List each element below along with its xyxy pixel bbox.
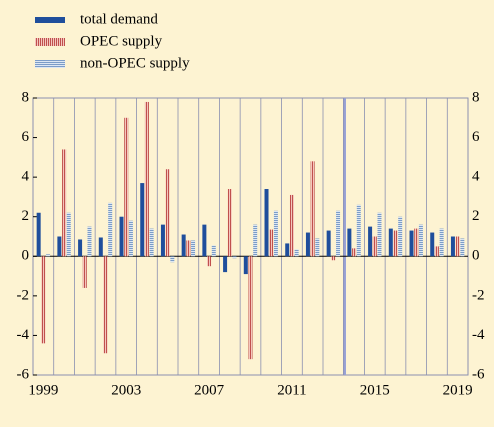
y-tick-label: 2	[22, 208, 30, 224]
bar	[273, 210, 278, 257]
bar	[227, 189, 232, 257]
bar	[294, 249, 299, 257]
bar	[144, 101, 149, 257]
y-tick-label: 4	[22, 169, 30, 185]
bar	[372, 236, 377, 257]
bar	[207, 256, 212, 267]
bar	[66, 212, 71, 257]
y2-tick-label: 2	[472, 208, 480, 224]
y-tick-label: -4	[17, 327, 30, 343]
bar	[450, 236, 455, 257]
bar	[310, 161, 315, 257]
bar	[211, 245, 216, 257]
bar	[243, 256, 248, 275]
plot-frame	[32, 97, 469, 376]
y2-tick-label: 6	[472, 129, 480, 145]
legend-label: OPEC supply	[80, 33, 163, 49]
x-tick-label: 2007	[194, 382, 225, 398]
bar	[191, 240, 196, 257]
bar	[232, 256, 237, 259]
bar	[352, 248, 357, 257]
bar	[87, 226, 92, 257]
bar	[149, 228, 154, 257]
bar	[331, 256, 336, 261]
x-tick-label: 1999	[28, 382, 58, 398]
y-tick-label: 8	[22, 89, 30, 105]
bar	[170, 256, 175, 263]
bar	[124, 117, 129, 257]
x-tick-label: 2011	[277, 382, 306, 398]
bar	[409, 230, 414, 257]
bar	[98, 237, 103, 257]
bar	[377, 212, 382, 257]
bar	[128, 220, 133, 257]
bar	[202, 224, 207, 257]
bar	[439, 228, 444, 257]
x-tick-label: 2015	[360, 382, 390, 398]
bar	[160, 224, 165, 257]
y2-tick-label: -2	[472, 287, 485, 303]
bar	[186, 240, 191, 257]
y2-tick-label: 8	[472, 89, 480, 105]
bar	[36, 212, 41, 257]
bar	[108, 202, 113, 257]
y-tick-label: 0	[22, 248, 30, 264]
bar	[264, 189, 269, 257]
bar	[62, 149, 67, 257]
bar	[418, 224, 423, 257]
bar	[460, 238, 465, 257]
bar	[289, 194, 294, 257]
y-tick-label: -6	[17, 366, 30, 382]
bar	[248, 256, 253, 360]
x-tick-label: 2003	[111, 382, 141, 398]
legend-swatch	[35, 17, 65, 23]
x-tick-label: 2019	[443, 382, 473, 398]
bar	[326, 230, 331, 257]
y2-tick-label: 4	[472, 169, 480, 185]
bar	[388, 228, 393, 257]
bar	[223, 256, 228, 273]
bar	[285, 243, 290, 257]
bar	[41, 256, 46, 344]
bar	[78, 239, 83, 257]
bar	[181, 234, 186, 257]
bar	[165, 169, 170, 257]
bar	[398, 216, 403, 257]
bar	[434, 246, 439, 257]
y2-tick-label: -6	[472, 366, 485, 382]
y-tick-label: -2	[17, 287, 30, 303]
bar	[253, 224, 258, 257]
bar	[140, 183, 145, 257]
bar	[46, 254, 51, 257]
legend-label: non-OPEC supply	[80, 55, 190, 71]
y2-tick-label: -4	[472, 327, 485, 343]
legend-swatch	[35, 38, 65, 46]
bar	[305, 232, 310, 257]
bar	[336, 210, 341, 257]
bar	[82, 256, 87, 288]
bar	[455, 236, 460, 257]
bar	[315, 238, 320, 257]
bar	[368, 226, 373, 257]
bar	[57, 236, 62, 257]
bar	[269, 229, 274, 257]
bar	[356, 204, 361, 257]
legend-label: total demand	[80, 11, 158, 27]
bar	[103, 256, 108, 354]
y-tick-label: 6	[22, 129, 30, 145]
bar	[414, 228, 419, 257]
bar	[430, 232, 435, 257]
bar	[119, 216, 124, 257]
bar	[393, 230, 398, 257]
bar	[347, 228, 352, 257]
y2-tick-label: 0	[472, 248, 480, 264]
legend-swatch	[35, 60, 65, 68]
